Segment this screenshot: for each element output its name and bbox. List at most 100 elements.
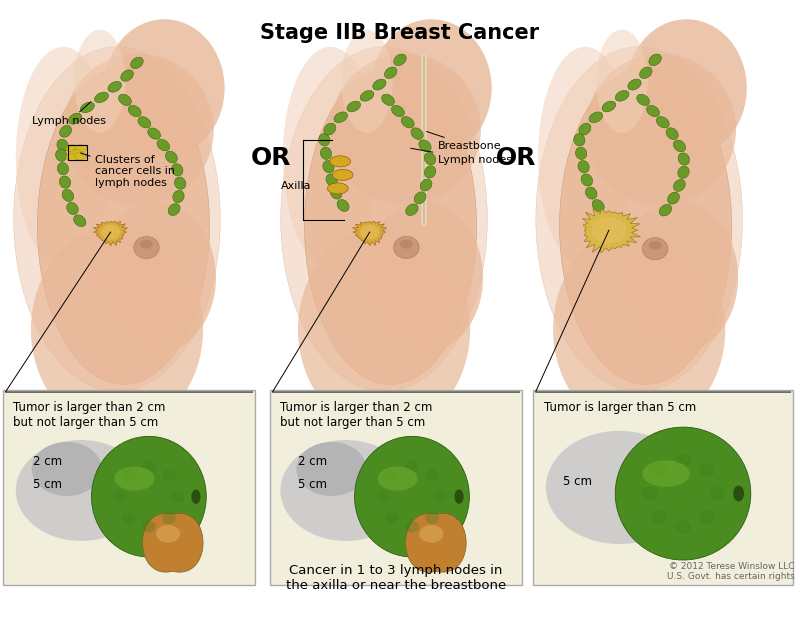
Text: 5 cm: 5 cm — [298, 478, 327, 491]
Ellipse shape — [134, 237, 159, 258]
Ellipse shape — [332, 169, 353, 180]
Ellipse shape — [402, 117, 414, 128]
Ellipse shape — [32, 442, 102, 496]
Ellipse shape — [578, 161, 590, 173]
Ellipse shape — [326, 174, 338, 186]
FancyBboxPatch shape — [3, 390, 255, 585]
Ellipse shape — [16, 47, 110, 268]
Ellipse shape — [122, 469, 135, 481]
Ellipse shape — [414, 192, 426, 204]
Ellipse shape — [426, 469, 439, 481]
Ellipse shape — [166, 151, 178, 163]
Ellipse shape — [62, 189, 74, 201]
Ellipse shape — [419, 525, 443, 543]
Text: Clusters of
cancer cells in
lymph nodes: Clusters of cancer cells in lymph nodes — [81, 153, 175, 188]
Ellipse shape — [55, 149, 66, 161]
Ellipse shape — [592, 217, 626, 243]
Ellipse shape — [138, 117, 151, 128]
Ellipse shape — [94, 92, 109, 103]
Ellipse shape — [675, 520, 691, 533]
Ellipse shape — [318, 133, 330, 146]
Ellipse shape — [108, 82, 122, 92]
Ellipse shape — [323, 161, 334, 173]
Ellipse shape — [639, 67, 652, 78]
Ellipse shape — [74, 145, 86, 152]
Text: Breastbone: Breastbone — [426, 132, 502, 151]
Ellipse shape — [104, 19, 225, 157]
Text: Tumor is larger than 2 cm
but not larger than 5 cm: Tumor is larger than 2 cm but not larger… — [14, 400, 166, 429]
Bar — [67, 145, 86, 160]
Ellipse shape — [709, 487, 725, 500]
Ellipse shape — [142, 521, 156, 533]
Ellipse shape — [678, 166, 689, 179]
Ellipse shape — [330, 156, 350, 167]
Ellipse shape — [678, 153, 690, 165]
Ellipse shape — [66, 145, 78, 152]
Ellipse shape — [641, 487, 658, 500]
Ellipse shape — [649, 241, 662, 250]
Ellipse shape — [579, 123, 591, 135]
Ellipse shape — [651, 510, 667, 523]
Ellipse shape — [330, 187, 342, 199]
Ellipse shape — [626, 19, 746, 157]
Ellipse shape — [559, 67, 732, 384]
Ellipse shape — [394, 54, 406, 66]
Ellipse shape — [320, 147, 332, 159]
Ellipse shape — [454, 489, 464, 504]
Ellipse shape — [628, 79, 641, 90]
Ellipse shape — [666, 128, 678, 140]
Ellipse shape — [168, 203, 180, 216]
Ellipse shape — [281, 440, 411, 541]
Ellipse shape — [602, 101, 616, 112]
Ellipse shape — [114, 491, 127, 502]
Text: OR: OR — [495, 146, 536, 171]
Text: OR: OR — [250, 146, 291, 171]
Ellipse shape — [394, 237, 419, 258]
Ellipse shape — [385, 512, 398, 524]
Ellipse shape — [74, 152, 86, 159]
Ellipse shape — [699, 464, 715, 476]
Ellipse shape — [405, 521, 419, 533]
Ellipse shape — [581, 174, 593, 186]
Ellipse shape — [733, 486, 744, 502]
Polygon shape — [142, 514, 203, 572]
Ellipse shape — [362, 202, 483, 353]
Ellipse shape — [385, 469, 398, 481]
Ellipse shape — [649, 54, 662, 66]
Ellipse shape — [382, 94, 394, 106]
Ellipse shape — [330, 54, 481, 205]
Ellipse shape — [162, 469, 176, 481]
Ellipse shape — [538, 47, 633, 268]
Ellipse shape — [283, 47, 378, 268]
Ellipse shape — [337, 200, 349, 211]
Ellipse shape — [142, 460, 156, 473]
Ellipse shape — [118, 94, 131, 106]
Ellipse shape — [347, 101, 361, 112]
Ellipse shape — [575, 147, 586, 159]
Ellipse shape — [334, 112, 347, 123]
Ellipse shape — [31, 226, 203, 433]
Ellipse shape — [63, 54, 214, 205]
Text: Axilla: Axilla — [281, 181, 311, 191]
Text: Cancer in 1 to 3 lymph nodes in
the axilla or near the breastbone: Cancer in 1 to 3 lymph nodes in the axil… — [286, 564, 506, 592]
Ellipse shape — [642, 460, 690, 487]
Text: 2 cm: 2 cm — [298, 455, 327, 468]
Ellipse shape — [360, 90, 374, 101]
Ellipse shape — [405, 460, 419, 473]
Text: Stage IIB Breast Cancer: Stage IIB Breast Cancer — [261, 23, 539, 43]
Text: Lymph nodes: Lymph nodes — [410, 148, 512, 164]
Ellipse shape — [281, 47, 487, 391]
Ellipse shape — [60, 125, 71, 137]
Text: 5 cm: 5 cm — [562, 475, 592, 488]
Ellipse shape — [646, 106, 659, 117]
Ellipse shape — [618, 202, 738, 353]
Ellipse shape — [354, 436, 470, 557]
Ellipse shape — [546, 431, 693, 544]
Ellipse shape — [58, 163, 69, 175]
FancyBboxPatch shape — [533, 390, 793, 585]
FancyBboxPatch shape — [270, 390, 522, 585]
Ellipse shape — [324, 123, 336, 135]
Ellipse shape — [667, 192, 679, 204]
Ellipse shape — [128, 106, 141, 117]
Ellipse shape — [651, 464, 667, 476]
